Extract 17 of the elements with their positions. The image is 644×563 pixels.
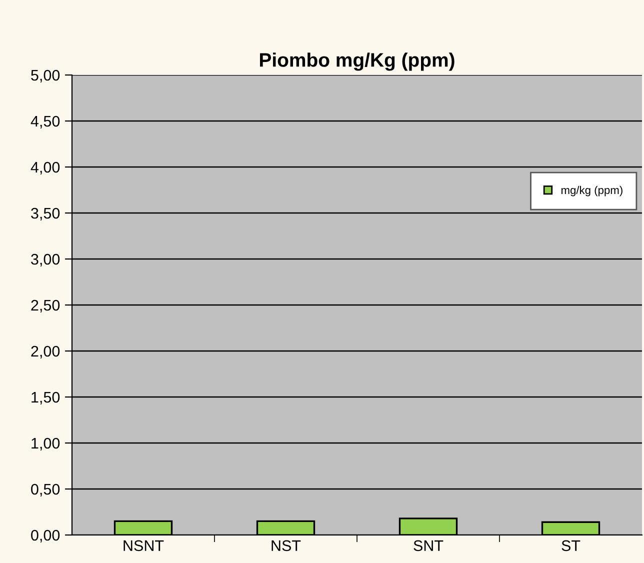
y-tick-label: 3,00 xyxy=(31,254,60,266)
y-tick-label: 2,00 xyxy=(31,346,60,358)
y-tick-label: 4,00 xyxy=(30,162,60,174)
chart-title: Piombo mg/Kg (ppm) xyxy=(260,52,454,71)
x-tick-label: ST xyxy=(562,540,580,552)
y-tick-label: 1,00 xyxy=(32,438,60,450)
y-tick-label: 4,50 xyxy=(30,116,60,128)
y-tick-label: 0,00 xyxy=(31,530,60,542)
x-tick-label: NSNT xyxy=(124,540,164,552)
y-tick-label: 2,50 xyxy=(31,300,60,312)
x-tick-label: NST xyxy=(272,540,301,552)
y-tick-label: 3,50 xyxy=(31,208,60,220)
x-tick-label: SNT xyxy=(414,540,444,552)
y-tick-label: 1,50 xyxy=(32,392,60,404)
y-tick-label: 0,50 xyxy=(31,484,60,496)
y-tick-label: 5,00 xyxy=(31,70,60,82)
legend-label: mg/kg (ppm) xyxy=(561,186,622,196)
